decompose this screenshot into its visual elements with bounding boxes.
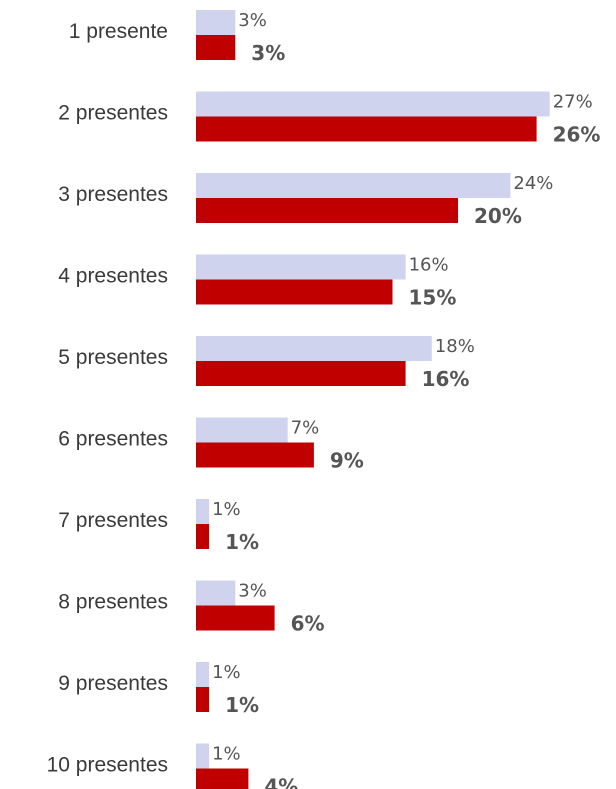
category-label: 2 presentes (58, 102, 168, 125)
category-label: 1 presente (69, 20, 168, 43)
data-label-series-1: 16% (409, 255, 449, 276)
bar-series-1 (196, 336, 432, 361)
category-label: 6 presentes (58, 428, 168, 451)
category-label: 9 presentes (58, 672, 168, 695)
category-label: 3 presentes (58, 183, 168, 206)
bar-series-1 (196, 10, 236, 35)
bar-series-1 (196, 417, 288, 443)
data-label-series-1: 1% (212, 744, 241, 765)
data-label-series-1: 7% (291, 418, 320, 439)
data-label-series-2: 6% (291, 612, 325, 636)
bar-series-1 (196, 743, 210, 769)
data-label-series-2: 1% (225, 693, 259, 717)
data-label-series-2: 16% (422, 367, 470, 391)
category-label: 7 presentes (58, 509, 168, 532)
data-label-series-2: 1% (225, 530, 259, 554)
bar-series-2 (196, 279, 393, 305)
data-label-series-2: 4% (264, 775, 298, 789)
bar-series-2 (196, 442, 314, 468)
data-label-series-1: 18% (435, 336, 475, 357)
data-label-series-1: 1% (212, 499, 241, 520)
category-label: 8 presentes (58, 591, 168, 614)
data-label-series-1: 24% (513, 173, 553, 194)
bar-series-2 (196, 35, 236, 60)
data-label-series-2: 20% (474, 204, 522, 228)
bar-series-2 (196, 687, 210, 712)
category-label: 4 presentes (58, 265, 168, 288)
bar-series-1 (196, 662, 210, 687)
data-label-series-2: 3% (251, 41, 285, 65)
data-label-series-1: 3% (238, 581, 267, 602)
bar-series-2 (196, 116, 537, 142)
bar-series-2 (196, 198, 458, 223)
bar-series-2 (196, 768, 249, 789)
bar-series-1 (196, 254, 406, 280)
data-label-series-1: 1% (212, 662, 241, 683)
category-label: 5 presentes (58, 346, 168, 369)
bar-series-1 (196, 91, 550, 117)
bar-series-1 (196, 580, 236, 606)
bar-series-2 (196, 524, 210, 549)
data-label-series-1: 3% (238, 10, 267, 31)
category-label: 10 presentes (47, 754, 168, 777)
data-label-series-2: 9% (330, 449, 364, 473)
data-label-series-2: 15% (409, 286, 457, 310)
bar-series-2 (196, 361, 406, 386)
bar-series-1 (196, 173, 511, 198)
bar-series-2 (196, 605, 275, 631)
data-label-series-2: 26% (553, 123, 601, 147)
bar-series-1 (196, 499, 210, 524)
data-label-series-1: 27% (553, 92, 593, 113)
